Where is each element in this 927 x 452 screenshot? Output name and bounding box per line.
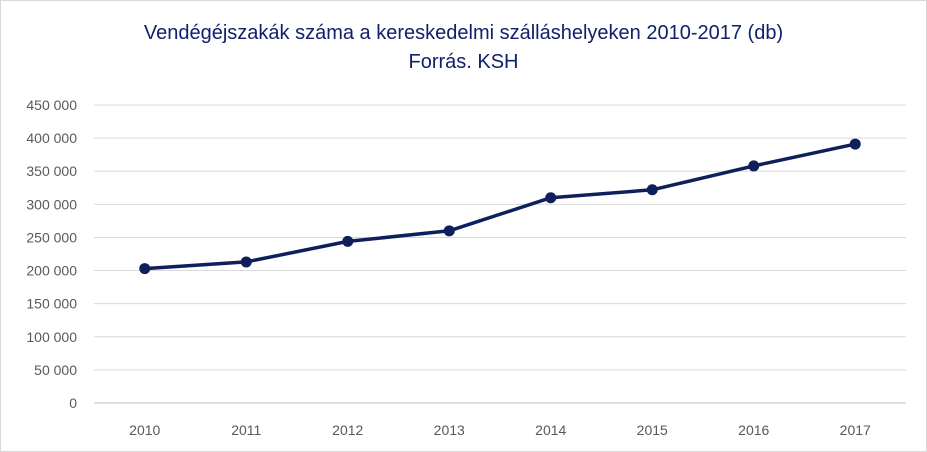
x-tick-label: 2013 [434, 422, 465, 438]
y-tick-label: 200 000 [26, 263, 77, 279]
x-tick-label: 2017 [840, 422, 871, 438]
data-point [849, 138, 861, 150]
data-point [646, 184, 658, 196]
y-tick-label: 0 [69, 395, 77, 411]
data-point [748, 160, 760, 172]
x-tick-label: 2011 [231, 422, 261, 438]
data-point [545, 192, 557, 204]
data-point [342, 235, 354, 247]
data-point [139, 263, 151, 275]
data-point [443, 225, 455, 237]
x-tick-label: 2012 [332, 422, 363, 438]
data-point [240, 256, 252, 268]
chart-subtitle: Forrás. KSH [408, 51, 519, 73]
y-tick-label: 450 000 [26, 97, 77, 113]
y-tick-label: 400 000 [26, 130, 77, 146]
chart-title: Vendégéjszakák száma a kereskedelmi szál… [143, 22, 784, 44]
series-line [143, 142, 858, 271]
x-tick-label: 2015 [637, 422, 668, 438]
x-tick-label: 2014 [535, 422, 566, 438]
y-tick-label: 150 000 [26, 296, 77, 312]
chart-title-block: Vendégéjszakák száma a kereskedelmi szál… [1, 19, 926, 77]
x-tick-label: 2010 [129, 422, 160, 438]
y-tick-label: 250 000 [26, 229, 77, 245]
y-tick-label: 100 000 [26, 329, 77, 345]
x-tick-label: 2016 [738, 422, 769, 438]
y-tick-label: 300 000 [26, 196, 77, 212]
y-tick-label: 350 000 [26, 163, 77, 179]
y-tick-label: 50 000 [34, 362, 77, 378]
